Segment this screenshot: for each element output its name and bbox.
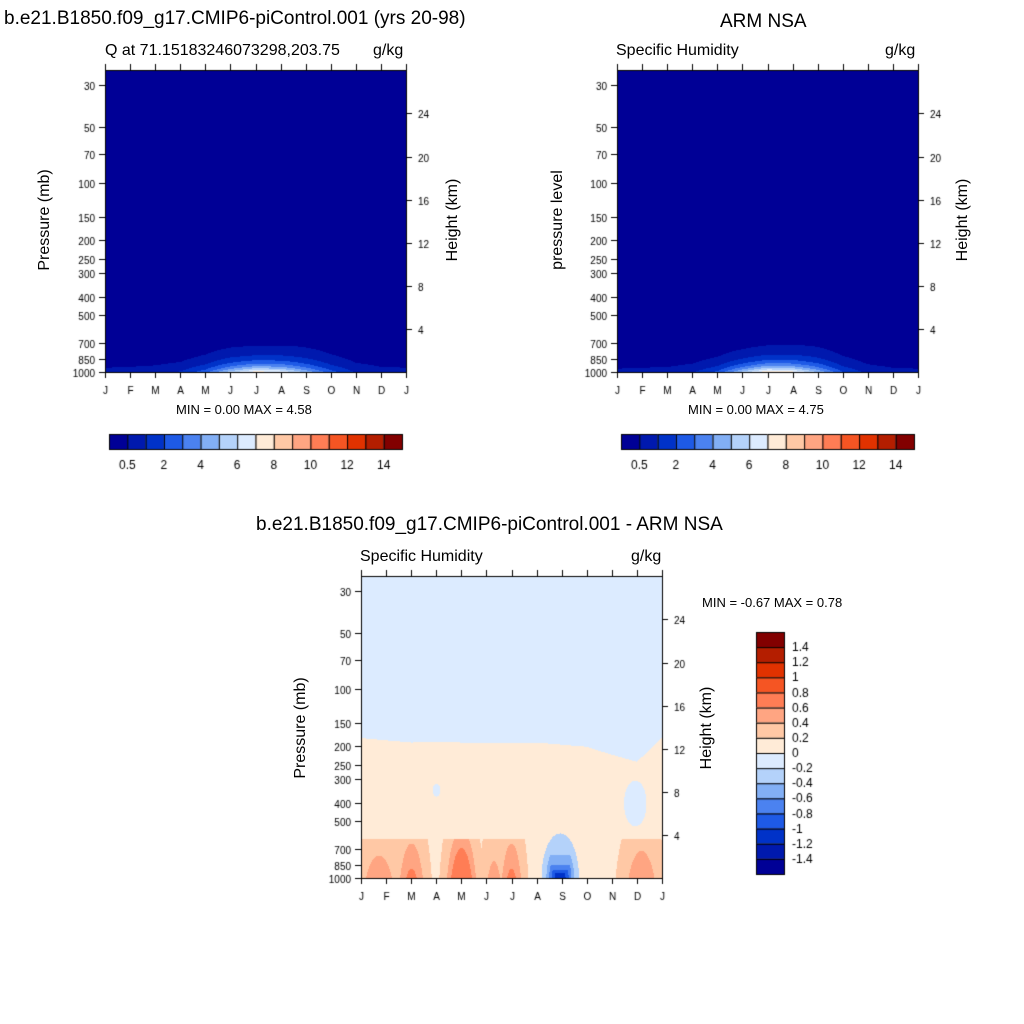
bottom-title: b.e21.B1850.f09_g17.CMIP6-piControl.001 … [256,514,723,535]
top-right-ylabel: pressure level [549,170,566,270]
top-right-units: g/kg [885,42,916,59]
top-left-ylabel: Pressure (mb) [36,169,53,271]
top-right-minmax: MIN = 0.00 MAX = 4.75 [688,402,824,417]
top-left-subtitle: Q at 71.15183246073298,203.75 [105,42,340,59]
bottom-subtitle: Specific Humidity [360,548,483,565]
top-right-subtitle: Specific Humidity [616,42,739,59]
top-right-title: ARM NSA [720,11,807,32]
bottom-ylabel: Pressure (mb) [292,677,309,779]
top-right-ylabel-right: Height (km) [954,178,971,262]
top-left-title: b.e21.B1850.f09_g17.CMIP6-piControl.001 … [4,8,466,29]
top-left-ylabel-right: Height (km) [444,178,461,262]
bottom-ylabel-right: Height (km) [698,686,715,770]
top-left-minmax: MIN = 0.00 MAX = 4.58 [176,402,312,417]
bottom-minmax: MIN = -0.67 MAX = 0.78 [702,595,843,610]
top-left-units: g/kg [373,42,404,59]
bottom-units: g/kg [631,548,662,565]
